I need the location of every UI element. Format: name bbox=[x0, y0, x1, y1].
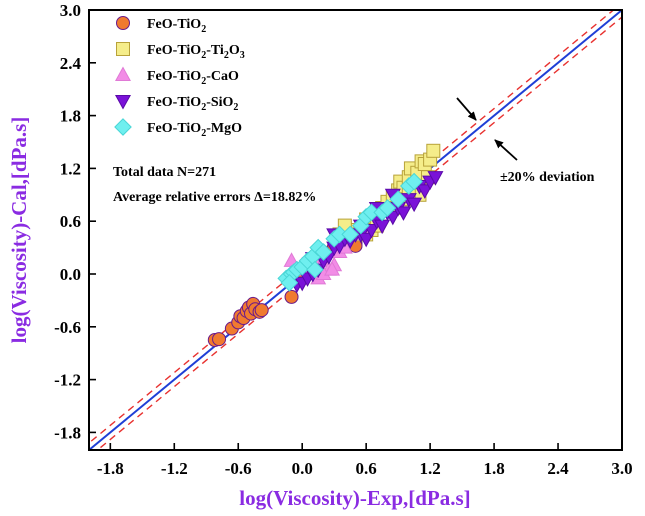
y-tick-label: 0.0 bbox=[60, 265, 81, 284]
x-tick-label: -1.2 bbox=[161, 459, 188, 478]
y-tick-label: -0.6 bbox=[54, 318, 81, 337]
data-point bbox=[324, 261, 341, 276]
y-tick-label: -1.2 bbox=[54, 371, 81, 390]
data-point bbox=[306, 260, 324, 279]
x-tick-label: -1.8 bbox=[97, 459, 124, 478]
legend-marker bbox=[116, 16, 130, 30]
legend-marker bbox=[115, 66, 131, 82]
legend-item: FeO-TiO2-SiO2 bbox=[115, 94, 238, 113]
data-point bbox=[416, 184, 433, 199]
legend-marker bbox=[114, 118, 132, 136]
data-point bbox=[254, 303, 269, 318]
y-tick-label: -1.8 bbox=[54, 423, 81, 442]
y-axis-ticks: -1.8 -1.2 -0.6 0.0 0.6 1.2 1.8 2.4 3.0 bbox=[54, 1, 96, 442]
data-point bbox=[405, 172, 423, 191]
y-tick-label: 3.0 bbox=[60, 1, 81, 20]
data-point bbox=[389, 190, 407, 209]
y-tick-label: 2.4 bbox=[60, 54, 82, 73]
data-point bbox=[426, 143, 441, 158]
data-point bbox=[358, 232, 375, 248]
legend-label: FeO-TiO2-Ti2O3 bbox=[147, 43, 245, 61]
y-tick-label: 0.6 bbox=[60, 212, 81, 231]
x-tick-label: 0.6 bbox=[356, 459, 377, 478]
data-point bbox=[395, 206, 412, 221]
legend-label: FeO-TiO2-MgO bbox=[147, 121, 242, 139]
deviation-arrow-lower bbox=[494, 139, 518, 161]
legend-marker bbox=[116, 42, 130, 56]
x-tick-label: 1.2 bbox=[419, 459, 440, 478]
y-tick-label: 1.8 bbox=[60, 107, 81, 126]
legend-item: FeO-TiO2-Ti2O3 bbox=[116, 42, 245, 61]
x-tick-label: 2.4 bbox=[547, 459, 569, 478]
legend-item: FeO-TiO2-MgO bbox=[114, 118, 242, 139]
x-tick-label: -0.6 bbox=[225, 459, 252, 478]
y-axis-title: log(Viscosity)-Cal,[dPa.s] bbox=[7, 117, 31, 344]
legend: FeO-TiO2 FeO-TiO2-Ti2O3 FeO-TiO2-CaO FeO-Ti… bbox=[114, 16, 245, 139]
x-tick-label: 0.0 bbox=[292, 459, 313, 478]
data-points bbox=[207, 143, 444, 347]
deviation-annotation: ±20% deviation bbox=[500, 170, 595, 185]
legend-label: FeO-TiO2 bbox=[147, 17, 206, 35]
series-5 bbox=[277, 172, 423, 292]
data-point bbox=[363, 223, 380, 239]
plot-area-frame bbox=[88, 9, 623, 451]
data-point bbox=[406, 197, 423, 213]
average-error-annotation: Average relative errors Δ=18.82% bbox=[113, 190, 316, 205]
legend-item: FeO-TiO2-CaO bbox=[115, 66, 239, 87]
data-point bbox=[284, 289, 299, 304]
x-tick-label: 1.8 bbox=[483, 459, 504, 478]
legend-label: FeO-TiO2-CaO bbox=[147, 69, 239, 87]
x-tick-label: 3.0 bbox=[611, 459, 632, 478]
legend-marker bbox=[115, 94, 131, 110]
data-point bbox=[212, 332, 227, 347]
legend-item: FeO-TiO2 bbox=[116, 16, 206, 35]
x-axis-ticks: -1.8 -1.2 -0.6 0.0 0.6 1.2 1.8 2.4 3.0 bbox=[97, 443, 633, 478]
data-point bbox=[314, 243, 333, 261]
y-tick-label: 1.2 bbox=[60, 159, 81, 178]
data-point bbox=[378, 199, 397, 217]
data-point bbox=[341, 225, 360, 244]
x-axis-title: log(Viscosity)-Exp,[dPa.s] bbox=[239, 486, 470, 510]
data-point bbox=[280, 273, 299, 292]
deviation-arrow-upper bbox=[456, 97, 477, 121]
legend-label: FeO-TiO2-SiO2 bbox=[147, 95, 238, 113]
total-data-annotation: Total data N=271 bbox=[113, 165, 216, 180]
data-point bbox=[427, 171, 444, 186]
